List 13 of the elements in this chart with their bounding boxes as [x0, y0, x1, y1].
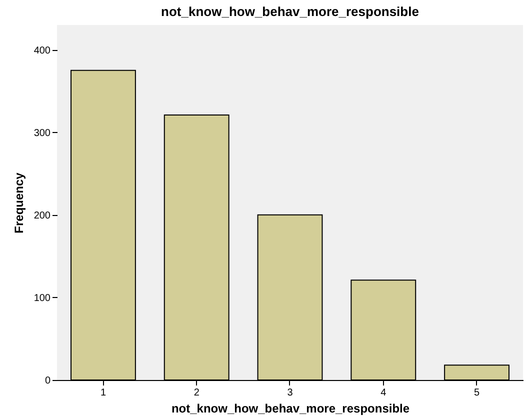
x-tick-label: 5: [474, 388, 480, 398]
y-tick-label: 300: [34, 128, 51, 139]
y-tick-label: 100: [34, 292, 51, 304]
x-tick-label: 2: [194, 388, 200, 398]
y-tick-label: 400: [34, 45, 51, 56]
x-tick-label: 3: [287, 388, 294, 398]
chart-title: not_know_how_behav_more_responsible: [161, 4, 419, 19]
y-axis-title: Frequency: [12, 172, 26, 234]
x-axis-title: not_know_how_behav_more_responsible: [171, 402, 410, 416]
x-tick-label: 1: [100, 388, 106, 398]
y-tick-label: 0: [44, 376, 51, 386]
x-tick-label: 4: [380, 388, 387, 398]
y-tick-label: 200: [34, 210, 51, 222]
